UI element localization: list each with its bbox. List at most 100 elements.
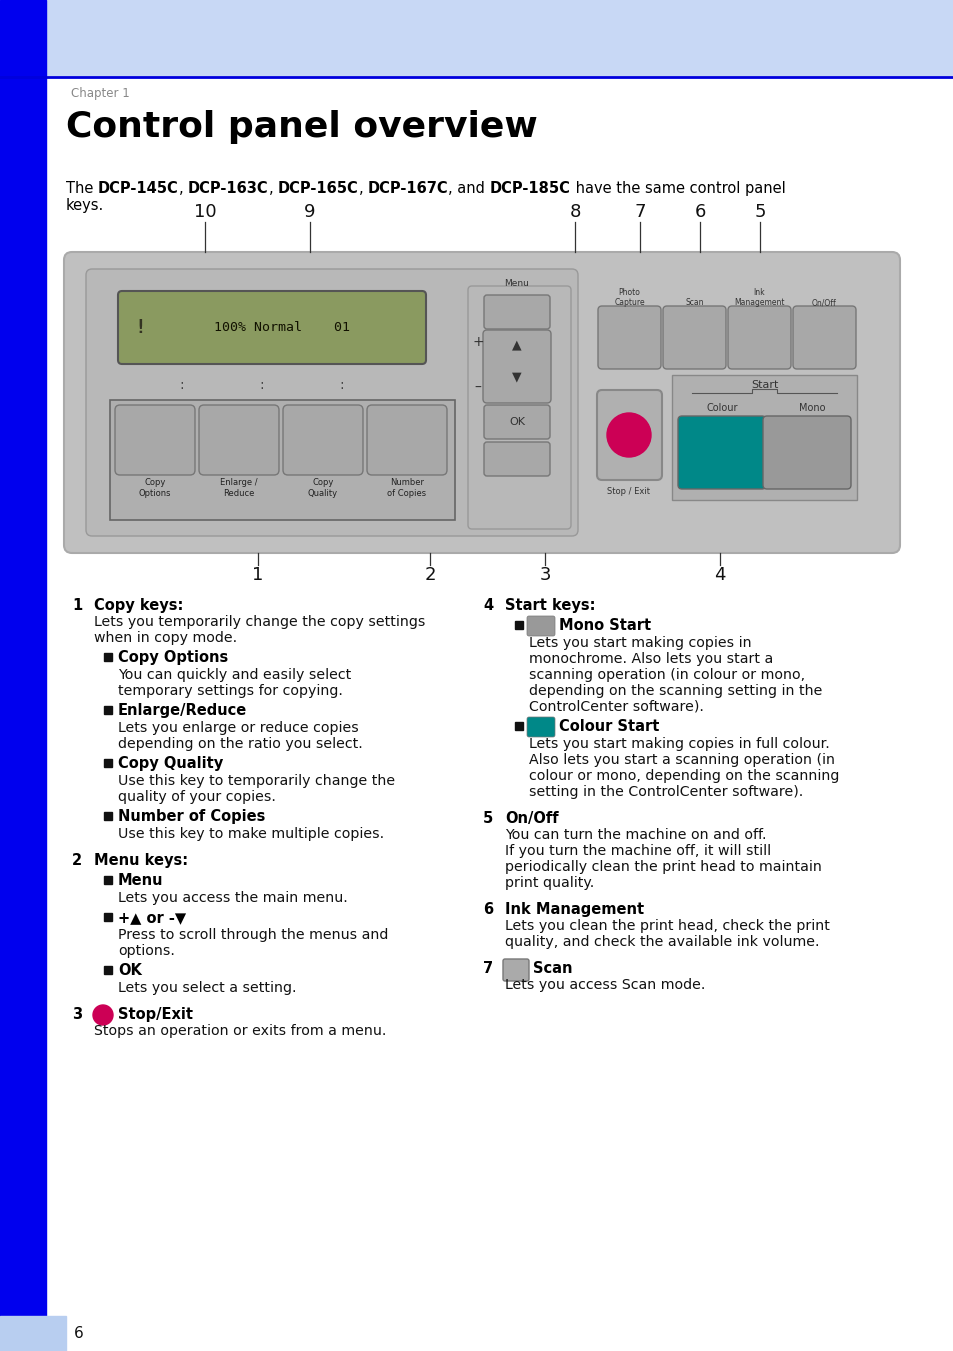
Text: Lets you clean the print head, check the print: Lets you clean the print head, check the… <box>504 919 829 934</box>
Text: 9: 9 <box>304 203 315 222</box>
Text: depending on the ratio you select.: depending on the ratio you select. <box>118 738 362 751</box>
Text: +: + <box>472 335 483 349</box>
Text: Copy
Quality: Copy Quality <box>308 478 337 499</box>
Text: ControlCenter software).: ControlCenter software). <box>529 700 703 713</box>
FancyBboxPatch shape <box>115 405 194 476</box>
Text: Enlarge /
Reduce: Enlarge / Reduce <box>220 478 257 499</box>
Text: DCP-167C: DCP-167C <box>368 181 448 196</box>
FancyBboxPatch shape <box>502 959 529 981</box>
Text: 100% Normal    01: 100% Normal 01 <box>213 322 350 334</box>
FancyBboxPatch shape <box>662 305 725 369</box>
Text: 1: 1 <box>71 598 82 613</box>
Text: Lets you access Scan mode.: Lets you access Scan mode. <box>504 978 704 992</box>
Text: The: The <box>66 181 98 196</box>
Text: Copy
Options: Copy Options <box>138 478 172 499</box>
Text: 6: 6 <box>482 902 493 917</box>
Text: On/Off: On/Off <box>811 299 836 307</box>
Text: setting in the ControlCenter software).: setting in the ControlCenter software). <box>529 785 802 798</box>
Text: 6: 6 <box>74 1325 84 1342</box>
Text: Ink
Management: Ink Management <box>734 288 784 307</box>
Bar <box>104 707 112 713</box>
Text: !: ! <box>134 317 146 336</box>
Text: ▼: ▼ <box>512 370 521 384</box>
Text: Also lets you start a scanning operation (in: Also lets you start a scanning operation… <box>529 753 834 767</box>
Text: Enlarge/Reduce: Enlarge/Reduce <box>118 703 247 717</box>
Text: Mono: Mono <box>798 403 824 413</box>
Text: print quality.: print quality. <box>504 875 594 890</box>
Text: Scan: Scan <box>533 961 572 975</box>
FancyBboxPatch shape <box>283 405 363 476</box>
Bar <box>0 1316 66 1351</box>
Text: DCP-163C: DCP-163C <box>188 181 269 196</box>
Text: Menu keys:: Menu keys: <box>94 852 188 867</box>
Text: 2: 2 <box>71 852 82 867</box>
Text: You can turn the machine on and off.: You can turn the machine on and off. <box>504 828 765 842</box>
Text: Colour Start: Colour Start <box>558 719 659 734</box>
Text: when in copy mode.: when in copy mode. <box>94 631 237 644</box>
Text: ▲: ▲ <box>512 339 521 351</box>
Text: Start: Start <box>750 380 778 390</box>
Text: –: – <box>474 381 481 394</box>
Text: 10: 10 <box>193 203 216 222</box>
Text: Copy Quality: Copy Quality <box>118 757 223 771</box>
Bar <box>104 759 112 767</box>
FancyBboxPatch shape <box>482 330 551 403</box>
Text: :: : <box>259 378 264 392</box>
Text: Ink Management: Ink Management <box>504 902 643 917</box>
Text: Lets you start making copies in: Lets you start making copies in <box>529 636 751 650</box>
Text: Lets you enlarge or reduce copies: Lets you enlarge or reduce copies <box>118 721 358 735</box>
Circle shape <box>92 1005 112 1025</box>
Text: 3: 3 <box>538 566 550 584</box>
Bar <box>515 721 522 730</box>
Text: 1: 1 <box>252 566 263 584</box>
Text: Use this key to make multiple copies.: Use this key to make multiple copies. <box>118 827 384 842</box>
FancyBboxPatch shape <box>678 416 765 489</box>
Bar <box>0 0 953 76</box>
Text: 4: 4 <box>482 598 493 613</box>
Text: 2: 2 <box>424 566 436 584</box>
Text: You can quickly and easily select: You can quickly and easily select <box>118 667 351 682</box>
Text: Menu: Menu <box>504 280 529 288</box>
Text: 7: 7 <box>482 961 493 975</box>
Text: :: : <box>179 378 184 392</box>
Text: Lets you access the main menu.: Lets you access the main menu. <box>118 892 348 905</box>
FancyBboxPatch shape <box>598 305 660 369</box>
Text: ,: , <box>178 181 188 196</box>
Text: ,: , <box>358 181 368 196</box>
Bar <box>104 966 112 974</box>
Text: Copy keys:: Copy keys: <box>94 598 183 613</box>
Bar <box>104 812 112 820</box>
Text: Photo
Capture: Photo Capture <box>614 288 644 307</box>
Text: Stop / Exit: Stop / Exit <box>607 486 650 496</box>
Text: Number of Copies: Number of Copies <box>118 809 265 824</box>
Text: , and: , and <box>448 181 490 196</box>
Text: Lets you temporarily change the copy settings: Lets you temporarily change the copy set… <box>94 615 425 630</box>
Bar <box>104 913 112 921</box>
Text: DCP-165C: DCP-165C <box>277 181 358 196</box>
FancyBboxPatch shape <box>483 442 550 476</box>
FancyBboxPatch shape <box>199 405 278 476</box>
Circle shape <box>606 413 650 457</box>
Text: 4: 4 <box>714 566 725 584</box>
FancyBboxPatch shape <box>526 616 555 636</box>
Text: Copy Options: Copy Options <box>118 650 228 665</box>
Text: Scan: Scan <box>684 299 703 307</box>
Text: 6: 6 <box>694 203 705 222</box>
FancyBboxPatch shape <box>727 305 790 369</box>
Text: quality, and check the available ink volume.: quality, and check the available ink vol… <box>504 935 819 948</box>
Text: temporary settings for copying.: temporary settings for copying. <box>118 684 342 698</box>
FancyBboxPatch shape <box>526 717 555 738</box>
Text: OK: OK <box>118 963 142 978</box>
Text: Number
of Copies: Number of Copies <box>387 478 426 499</box>
Text: 7: 7 <box>634 203 645 222</box>
Text: options.: options. <box>118 944 174 958</box>
Text: DCP-185C: DCP-185C <box>490 181 570 196</box>
Text: :: : <box>339 378 344 392</box>
Text: Lets you start making copies in full colour.: Lets you start making copies in full col… <box>529 738 829 751</box>
Text: Mono Start: Mono Start <box>558 617 651 634</box>
Text: scanning operation (in colour or mono,: scanning operation (in colour or mono, <box>529 667 804 682</box>
Text: +▲ or -▼: +▲ or -▼ <box>118 911 186 925</box>
Text: Press to scroll through the menus and: Press to scroll through the menus and <box>118 928 388 942</box>
Text: depending on the scanning setting in the: depending on the scanning setting in the <box>529 684 821 698</box>
Text: Stop/Exit: Stop/Exit <box>118 1006 193 1021</box>
